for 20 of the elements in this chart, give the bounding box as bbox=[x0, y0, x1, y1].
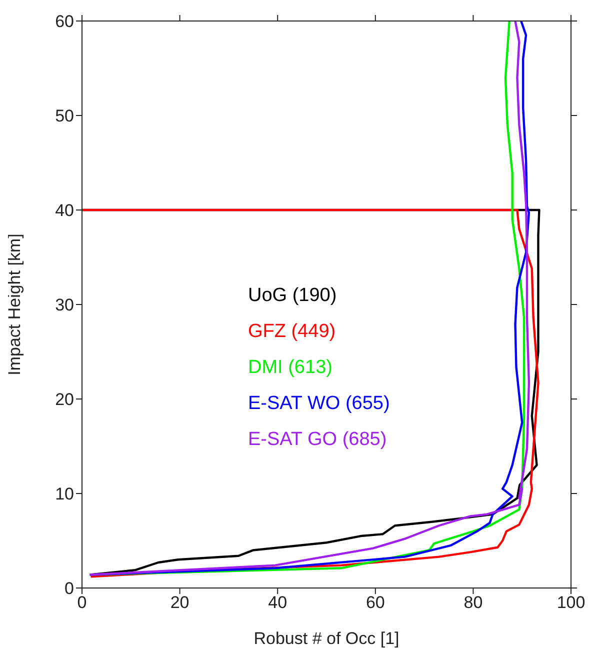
x-tick-label: 80 bbox=[464, 593, 483, 612]
text: E-SAT GO (685) bbox=[248, 429, 387, 450]
y-tick-label: 30 bbox=[55, 296, 74, 315]
y-tick-label: 10 bbox=[55, 484, 74, 504]
x-tick-label: 0 bbox=[77, 593, 87, 612]
y-tick-label: 50 bbox=[55, 106, 74, 126]
text: E-SAT WO (655) bbox=[248, 393, 390, 414]
y-axis-title: Impact Height [km] bbox=[5, 234, 24, 376]
x-tick-label: 100 bbox=[556, 593, 586, 612]
text: GFZ (449) bbox=[248, 321, 336, 342]
x-axis-title: Robust # of Occ [1] bbox=[254, 629, 400, 648]
y-tick-label: 40 bbox=[55, 201, 74, 220]
y-tick-label: 20 bbox=[55, 390, 74, 410]
x-tick-label: 40 bbox=[268, 593, 288, 612]
x-tick-label: 60 bbox=[366, 593, 385, 612]
text: DMI (613) bbox=[248, 357, 332, 378]
text: UoG (190) bbox=[248, 285, 337, 306]
y-tick-label: 0 bbox=[64, 579, 74, 598]
x-tick-label: 20 bbox=[170, 593, 190, 612]
y-tick-label: 60 bbox=[55, 12, 74, 32]
